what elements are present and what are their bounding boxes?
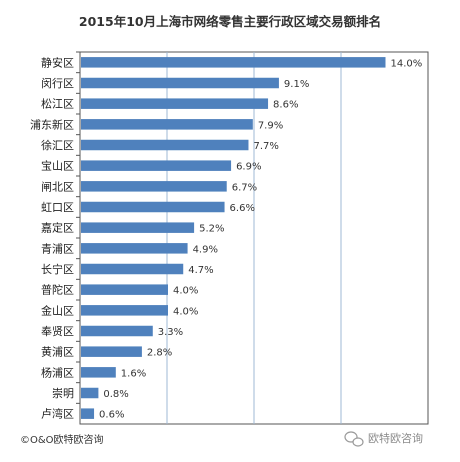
category-label: 卢湾区 bbox=[41, 407, 74, 421]
value-label: 6.6% bbox=[230, 203, 255, 214]
value-label: 0.8% bbox=[103, 389, 128, 400]
value-label: 3.3% bbox=[158, 327, 183, 338]
bar bbox=[81, 119, 253, 130]
bar bbox=[81, 77, 279, 89]
category-label: 闵行区 bbox=[41, 76, 74, 90]
bar bbox=[81, 139, 249, 151]
bar bbox=[81, 181, 227, 192]
value-label: 9.1% bbox=[284, 79, 309, 90]
category-label: 奉贤区 bbox=[41, 324, 74, 338]
bar bbox=[81, 57, 386, 68]
bar bbox=[81, 284, 168, 295]
value-label: 4.7% bbox=[188, 265, 213, 276]
bar bbox=[81, 408, 95, 419]
category-label: 松江区 bbox=[41, 97, 74, 111]
category-label: 嘉定区 bbox=[41, 221, 74, 235]
category-label: 黄浦区 bbox=[41, 345, 74, 359]
bar bbox=[81, 160, 232, 171]
bar bbox=[81, 305, 168, 316]
category-label: 长宁区 bbox=[41, 262, 74, 276]
category-label: 普陀区 bbox=[41, 283, 74, 297]
category-label: 青浦区 bbox=[41, 242, 74, 255]
value-label: 8.6% bbox=[273, 100, 298, 111]
value-label: 6.7% bbox=[232, 182, 257, 193]
bar bbox=[81, 222, 195, 233]
bar bbox=[81, 367, 116, 378]
value-label: 5.2% bbox=[199, 224, 224, 235]
bar bbox=[81, 243, 188, 254]
value-label: 4.0% bbox=[173, 286, 198, 297]
category-label: 宝山区 bbox=[41, 159, 74, 173]
value-label: 4.9% bbox=[193, 244, 218, 255]
value-label: 6.9% bbox=[236, 162, 261, 173]
watermark-text: 欧特欧咨询 bbox=[368, 431, 423, 445]
value-label: 2.8% bbox=[147, 348, 172, 359]
category-label: 浦东新区 bbox=[30, 117, 74, 131]
bar bbox=[81, 201, 225, 213]
copyright-text: ©O&O欧特欧咨询 bbox=[20, 433, 104, 446]
chart-title: 2015年10月上海市网络零售主要行政区域交易额排名 bbox=[79, 14, 381, 29]
bar bbox=[81, 387, 99, 399]
category-label: 虹口区 bbox=[41, 201, 74, 214]
bar bbox=[81, 98, 269, 109]
bars-group: 静安区 14.0% 闵行区 9.1% 松江区 8.6% 浦东新区 7.9% 徐汇区 7.7% 宝山区… bbox=[30, 51, 423, 421]
bar bbox=[81, 346, 142, 357]
value-label: 7.7% bbox=[253, 141, 278, 152]
category-label: 金山区 bbox=[41, 303, 74, 317]
value-label: 14.0% bbox=[391, 58, 423, 69]
value-label: 7.9% bbox=[258, 120, 283, 131]
value-label: 4.0% bbox=[173, 306, 198, 317]
value-label: 1.6% bbox=[121, 368, 146, 379]
category-label: 杨浦区 bbox=[41, 365, 74, 379]
category-label: 闸北区 bbox=[41, 180, 74, 193]
wechat-icon bbox=[344, 431, 364, 447]
category-label: 崇明 bbox=[52, 387, 74, 400]
value-label: 0.6% bbox=[99, 410, 124, 421]
bar bbox=[81, 263, 184, 275]
grid-lines bbox=[166, 52, 342, 424]
bar bbox=[81, 325, 153, 337]
category-label: 静安区 bbox=[41, 55, 74, 69]
category-label: 徐汇区 bbox=[41, 138, 74, 152]
